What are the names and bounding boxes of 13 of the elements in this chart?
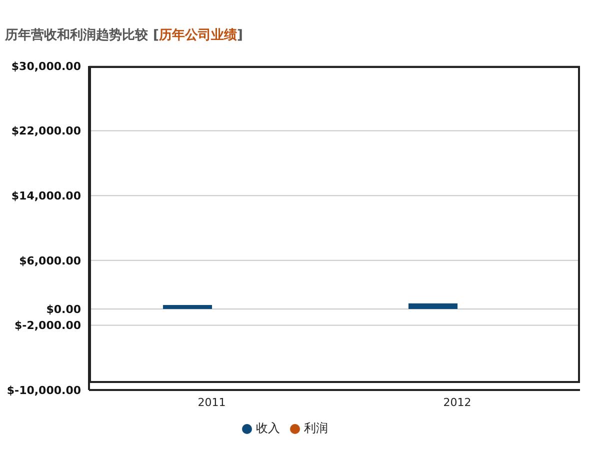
chart-title: 历年营收和利润趋势比较 bbox=[5, 28, 148, 43]
y-tick-label: $-10,000.00 bbox=[6, 384, 82, 397]
y-tick-label: $-2,000.00 bbox=[14, 319, 82, 332]
x-tick-label: 2011 bbox=[198, 396, 226, 409]
y-tick-label: $14,000.00 bbox=[11, 190, 82, 203]
legend-label: 利润 bbox=[304, 421, 328, 435]
x-tick-label: 2012 bbox=[443, 396, 472, 409]
y-tick-label: $0.00 bbox=[46, 302, 82, 316]
chart-subtitle: [历年公司业绩] bbox=[153, 28, 243, 43]
y-tick-label: $6,000.00 bbox=[19, 254, 82, 268]
legend-label: 收入 bbox=[256, 421, 280, 435]
y-tick-label: $22,000.00 bbox=[11, 124, 82, 138]
y-tick-label: $30,000.00 bbox=[11, 60, 82, 73]
